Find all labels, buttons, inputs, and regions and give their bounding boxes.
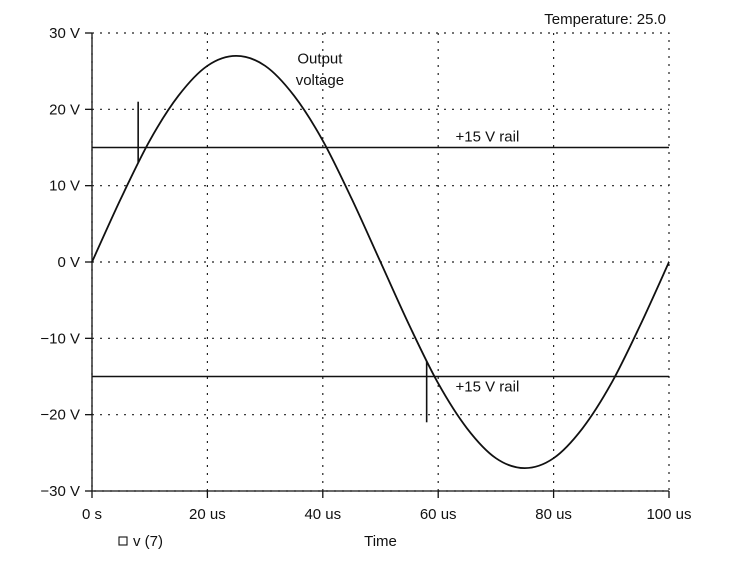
series-line-v7 [91, 54, 670, 470]
y-tick-label: 10 V [49, 178, 80, 195]
y-tick-label: −10 V [40, 330, 80, 347]
x-tick-label: 40 us [304, 506, 341, 523]
cursor-markers [137, 101, 428, 423]
x-tick-label: 20 us [189, 506, 226, 523]
temperature-label: Temperature: 25.0 [544, 11, 666, 28]
legend-square-icon [118, 536, 128, 546]
chart-labels: 0 s 20 us 40 us 60 us 80 us 100 us 30 V 20 V 10 … [40, 25, 691, 523]
rail-lines [92, 146, 669, 378]
x-axis-title: Time [364, 533, 397, 550]
annotation-text: Output [297, 51, 343, 68]
y-tick-label: 20 V [49, 101, 80, 118]
x-tick-label: 100 us [646, 506, 691, 523]
y-tick-label: 30 V [49, 25, 80, 42]
x-tick-label: 0 s [82, 506, 102, 523]
legend-label: v (7) [133, 533, 163, 550]
annotation-text: voltage [296, 72, 344, 89]
x-tick-label: 80 us [535, 506, 572, 523]
y-tick-label: −20 V [40, 407, 80, 424]
y-tick-label: 0 V [57, 254, 80, 271]
rail-label: +15 V rail [456, 129, 520, 146]
y-tick-label: −30 V [40, 483, 80, 500]
x-tick-label: 60 us [420, 506, 457, 523]
rail-label: +15 V rail [456, 379, 520, 396]
